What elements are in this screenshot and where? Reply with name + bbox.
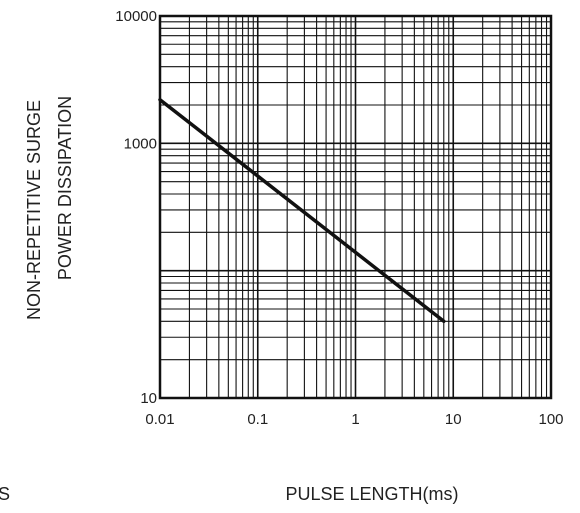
x-tick-label: 0.1 — [247, 411, 268, 428]
stray-text: S — [0, 484, 10, 504]
plot-frame — [158, 14, 553, 400]
y-tick-label: 10 — [140, 390, 157, 407]
series-line-0 — [158, 97, 446, 324]
x-tick-label: 100 — [538, 411, 563, 428]
x-axis-title: PULSE LENGTH(ms) — [285, 484, 458, 504]
plot-grid — [160, 16, 551, 398]
x-tick-labels: 0.01 0.1 1 10 100 — [145, 411, 563, 428]
y-tick-labels: 10 1000 10000 — [115, 8, 157, 407]
y-tick-label: 1000 — [124, 135, 157, 152]
y-axis-title-line-2: POWER DISSIPATION — [55, 96, 75, 280]
x-tick-label: 10 — [445, 411, 462, 428]
x-tick-label: 1 — [351, 411, 359, 428]
x-tick-label: 0.01 — [145, 411, 174, 428]
y-tick-label: 10000 — [115, 8, 157, 25]
y-axis-title-line-1: NON-REPETITIVE SURGE — [24, 100, 44, 320]
series-layer — [158, 97, 446, 324]
